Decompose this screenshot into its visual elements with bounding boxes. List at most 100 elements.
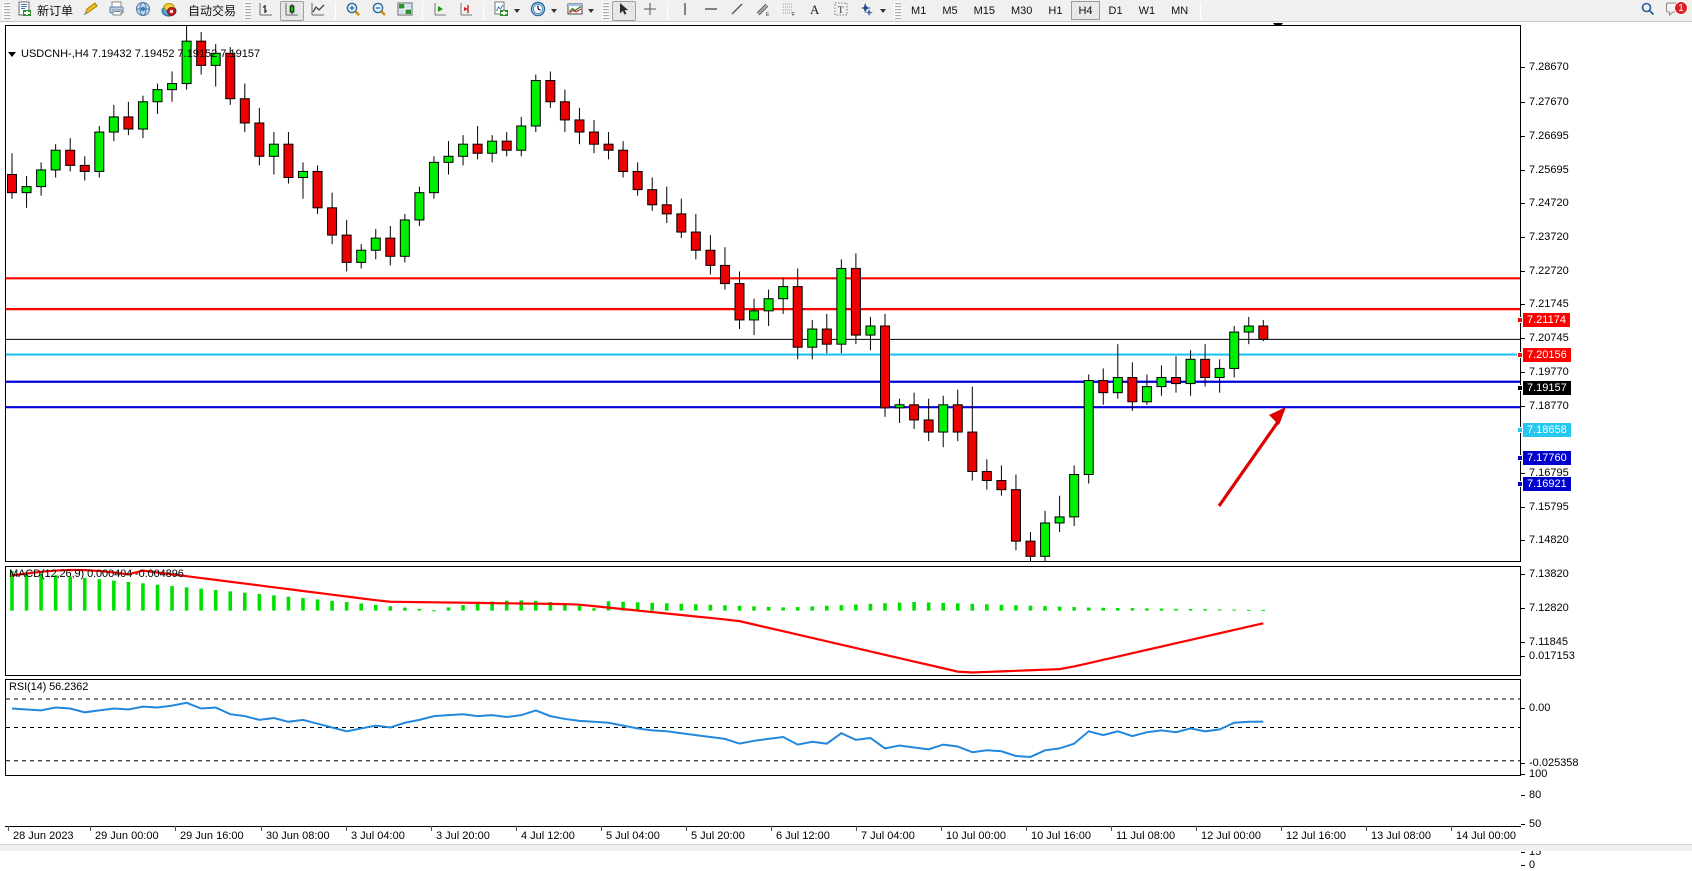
- shapes-button[interactable]: [855, 1, 890, 21]
- data-window-button[interactable]: [393, 1, 417, 21]
- macd-histogram-bar: [926, 602, 931, 611]
- timeframe-h4[interactable]: H4: [1071, 1, 1100, 20]
- timeframe-w1[interactable]: W1: [1138, 4, 1156, 17]
- text-label-button[interactable]: T: [829, 1, 853, 21]
- timeframe-mn[interactable]: MN: [1171, 4, 1189, 17]
- shift-end-button[interactable]: [454, 1, 478, 21]
- macd-histogram-bar: [126, 581, 131, 611]
- price-level-badge[interactable]: 7.18658: [1523, 423, 1571, 437]
- zoom-out-button[interactable]: [367, 1, 391, 21]
- period-button[interactable]: [526, 1, 561, 21]
- price-level-badge[interactable]: 7.19157: [1523, 381, 1571, 395]
- candle-body: [516, 125, 527, 151]
- macd-pane[interactable]: MACD(12,26,9) 0.000404 -0.004896: [5, 566, 1521, 676]
- candle-body: [283, 143, 294, 179]
- equidistant-channel-icon: E: [755, 1, 771, 20]
- chevron-down-icon-3[interactable]: [588, 8, 595, 13]
- alerts-button[interactable]: 1: [1662, 0, 1688, 21]
- macd-histogram-bar: [97, 579, 102, 611]
- price-level-handle[interactable]: [1517, 352, 1523, 358]
- printer-button[interactable]: [105, 1, 129, 21]
- price-level-badge[interactable]: 7.21174: [1523, 313, 1570, 327]
- price-level-badge[interactable]: 7.17760: [1523, 451, 1571, 465]
- macd-histogram-bar: [1086, 607, 1091, 611]
- macd-histogram-bar: [475, 603, 480, 611]
- macd-histogram-bar: [504, 600, 509, 611]
- macd-histogram-bar: [1145, 608, 1149, 611]
- trend-arrow-annotation[interactable]: [1217, 407, 1286, 507]
- time-axis[interactable]: 28 Jun 2023 29 Jun 00:00 29 Jun 16:00 30 Ju…: [5, 826, 1521, 847]
- rsi-chart-svg: [6, 698, 1520, 762]
- candle-body: [298, 170, 308, 179]
- macd-histogram-bar: [577, 605, 582, 611]
- timeframe-h1[interactable]: H1: [1048, 4, 1063, 17]
- price-level-badge[interactable]: 7.16921: [1523, 477, 1571, 491]
- indicators-button[interactable]: [489, 1, 524, 21]
- new-order-button[interactable]: 新订单: [13, 1, 77, 21]
- macd-histogram-bar: [606, 601, 611, 611]
- toolbar-grip-2[interactable]: [244, 1, 252, 20]
- price-level-handle[interactable]: [1517, 385, 1523, 391]
- time-axis-tick: 10 Jul 00:00: [941, 826, 1006, 842]
- bar-chart-button[interactable]: [254, 1, 278, 21]
- macd-histogram-bar: [621, 601, 625, 611]
- symbol-dropdown-icon[interactable]: [8, 51, 16, 57]
- price-axis[interactable]: 7.28670 7.27670 7.26695 7.25695 7.24720 7.237…: [1517, 47, 1692, 871]
- trendline-button[interactable]: [725, 1, 749, 21]
- macd-histogram-bar: [737, 605, 742, 611]
- candle-body: [618, 149, 629, 172]
- templates-button[interactable]: [563, 1, 598, 21]
- expert-advisor-button[interactable]: [157, 1, 181, 21]
- candle-body: [1171, 377, 1181, 385]
- shift-start-button[interactable]: [428, 1, 452, 21]
- price-level-handle[interactable]: [1517, 481, 1523, 487]
- price-level-handle[interactable]: [1517, 455, 1523, 461]
- timeframe-m30[interactable]: M30: [1011, 4, 1033, 17]
- candle-body: [1243, 325, 1254, 333]
- rsi-pane[interactable]: RSI(14) 56.2362: [5, 679, 1521, 776]
- time-axis-tick: 5 Jul 20:00: [686, 826, 745, 842]
- vline-button[interactable]: [673, 1, 697, 21]
- timeframe-m15[interactable]: M15: [973, 4, 995, 17]
- pencil-button[interactable]: [79, 1, 103, 21]
- auto-trading-button[interactable]: 自动交易: [183, 1, 240, 21]
- macd-histogram-bar: [664, 603, 669, 611]
- price-level-badge[interactable]: 7.20156: [1523, 348, 1571, 362]
- search-button[interactable]: [1636, 1, 1660, 21]
- price-pane[interactable]: [5, 25, 1521, 562]
- price-level-handle[interactable]: [1517, 427, 1523, 433]
- hline-button[interactable]: [699, 1, 723, 21]
- crosshair-button[interactable]: [638, 1, 662, 21]
- line-chart-button[interactable]: [306, 1, 330, 21]
- chevron-down-icon-4[interactable]: [880, 8, 887, 13]
- text-label-icon: T: [833, 1, 849, 20]
- macd-chart-svg: [10, 568, 1266, 674]
- timeframe-m1[interactable]: M1: [911, 4, 927, 17]
- text-button[interactable]: A: [803, 1, 827, 21]
- price-chart-svg: [6, 26, 1520, 561]
- toolbar-grip-4[interactable]: [894, 1, 902, 20]
- macd-histogram-bar: [1188, 609, 1193, 611]
- price-axis-tick: 7.28670: [1521, 61, 1569, 73]
- candlestick-button[interactable]: [280, 0, 305, 21]
- toolbar-grip[interactable]: [3, 1, 10, 20]
- time-axis-tick: 12 Jul 00:00: [1196, 826, 1261, 842]
- zoom-in-button[interactable]: [341, 1, 365, 21]
- candle-body: [996, 480, 1007, 491]
- macd-histogram-bar: [228, 591, 233, 611]
- chevron-down-icon-2[interactable]: [551, 8, 558, 13]
- cursor-button[interactable]: [612, 0, 637, 21]
- globe-button[interactable]: [131, 1, 155, 21]
- macd-histogram-bar: [1130, 608, 1135, 611]
- toolbar-grip-3[interactable]: [602, 1, 610, 20]
- timeframe-d1[interactable]: D1: [1108, 4, 1123, 17]
- price-axis-tick: 7.14820: [1521, 534, 1569, 546]
- equidistant-channel-button[interactable]: E: [751, 1, 775, 21]
- chevron-down-icon[interactable]: [514, 8, 521, 13]
- fibonacci-button[interactable]: F: [777, 1, 801, 21]
- price-level-handle[interactable]: [1517, 317, 1523, 323]
- macd-histogram-bar: [286, 596, 291, 611]
- timeframe-m5[interactable]: M5: [942, 4, 958, 17]
- chart-area[interactable]: USDCNH-,H4 7.19432 7.19452 7.19152 7.191…: [0, 22, 1692, 871]
- macd-histogram-bar: [1101, 607, 1106, 611]
